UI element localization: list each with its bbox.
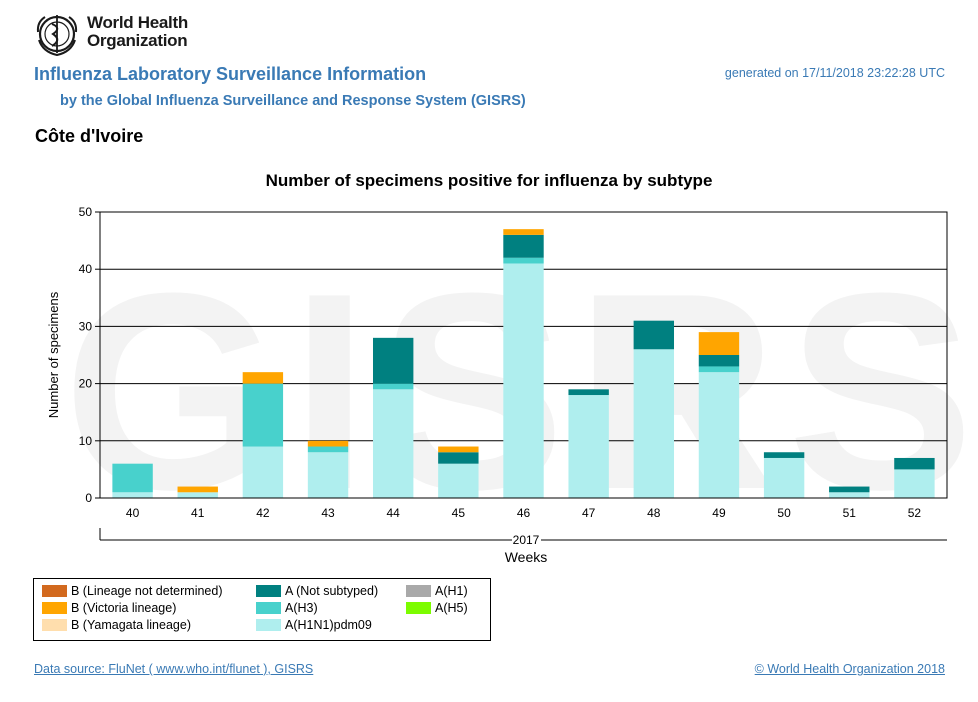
legend-swatch [42, 619, 67, 631]
chart-legend: B (Lineage not determined) B (Victoria l… [33, 578, 491, 641]
bar-segment [829, 492, 870, 498]
legend-item-a-h3: A(H3) [256, 601, 318, 615]
x-tick-label: 45 [452, 506, 466, 520]
legend-item-a-h1: A(H1) [406, 584, 468, 598]
legend-label: B (Lineage not determined) [71, 584, 223, 598]
x-tick-label: 48 [647, 506, 661, 520]
bar-segment [633, 349, 675, 498]
bar-segment [568, 395, 609, 498]
legend-item-a-h1n1pdm09: A(H1N1)pdm09 [256, 618, 372, 632]
bar-segment [894, 469, 935, 498]
y-tick-label: 40 [79, 262, 93, 276]
x-tick-label: 51 [843, 506, 857, 520]
data-source-link[interactable]: Data source: FluNet ( www.who.int/flunet… [34, 662, 314, 676]
legend-swatch [406, 602, 431, 614]
legend-label: A(H3) [285, 601, 318, 615]
legend-swatch [406, 585, 431, 597]
legend-item-a-h5: A(H5) [406, 601, 468, 615]
page-subtitle: by the Global Influenza Surveillance and… [60, 93, 526, 109]
legend-swatch [42, 585, 67, 597]
x-tick-label: 43 [321, 506, 335, 520]
page-title: Influenza Laboratory Surveillance Inform… [34, 64, 427, 84]
x-tick-label: 44 [387, 506, 401, 520]
x-tick-label: 50 [777, 506, 791, 520]
x-tick-label: 42 [256, 506, 270, 520]
bar-segment [372, 383, 414, 390]
bar-segment [307, 452, 349, 498]
legend-swatch [256, 602, 281, 614]
bar-segment [503, 234, 544, 258]
legend-swatch [42, 602, 67, 614]
bar-segment [503, 257, 544, 264]
bar-segment [242, 383, 284, 447]
generated-timestamp: generated on 17/11/2018 23:22:28 UTC [724, 66, 945, 80]
bar-segment [177, 486, 218, 493]
copyright-link[interactable]: © World Health Organization 2018 [754, 662, 945, 676]
legend-label: A (Not subtyped) [285, 584, 379, 598]
bar-segment [503, 263, 544, 498]
org-name: World Health Organization [87, 14, 188, 50]
bar-segment [763, 457, 805, 498]
legend-item-b-victoria: B (Victoria lineage) [42, 601, 176, 615]
bar-segment [372, 337, 414, 384]
bar-segment [307, 440, 349, 447]
org-name-line2: Organization [87, 31, 188, 50]
bar-segment [698, 366, 740, 373]
bar-segment [242, 372, 284, 384]
x-tick-label: 47 [582, 506, 596, 520]
legend-label: A(H1N1)pdm09 [285, 618, 372, 632]
x-tick-label: 49 [712, 506, 726, 520]
bar-segment [112, 492, 153, 498]
bar-segment [894, 457, 935, 470]
bar-segment [763, 452, 805, 458]
plot-border [99, 211, 948, 499]
legend-label: B (Victoria lineage) [71, 601, 177, 615]
org-name-line1: World Health [87, 13, 188, 32]
legend-label: A(H1) [435, 584, 468, 598]
legend-label: B (Yamagata lineage) [71, 618, 191, 632]
bar-segment [242, 446, 284, 498]
who-logo: World Health Organization [33, 10, 193, 58]
bar-segment [438, 446, 479, 453]
bar-segment [698, 372, 740, 498]
y-tick-label: 50 [79, 205, 93, 219]
bar-segment [633, 320, 675, 350]
legend-swatch [256, 585, 281, 597]
x-tick-label: 40 [126, 506, 140, 520]
bar-segment [829, 486, 870, 493]
bar-segment [112, 463, 153, 493]
x-tick-label: 52 [908, 506, 922, 520]
bar-segment [307, 446, 349, 453]
legend-item-b-yamagata: B (Yamagata lineage) [42, 618, 191, 632]
country-name: Côte d'Ivoire [35, 126, 144, 146]
x-group-label: 2017 [513, 533, 540, 547]
x-axis-label: Weeks [505, 549, 548, 565]
bar-segment [438, 463, 479, 498]
bar-segment [372, 389, 414, 498]
legend-label: A(H5) [435, 601, 468, 615]
x-tick-label: 46 [517, 506, 531, 520]
chart-title: Number of specimens positive for influen… [265, 171, 713, 190]
y-tick-label: 0 [85, 491, 92, 505]
bar-segment [698, 332, 740, 355]
y-tick-label: 30 [79, 319, 93, 333]
y-tick-label: 10 [79, 434, 93, 448]
bar-segment [438, 452, 479, 464]
bar-segment [698, 355, 740, 367]
y-axis-label: Number of specimens [46, 291, 61, 418]
bar-segment [503, 229, 544, 235]
legend-item-a-not-subtyped: A (Not subtyped) [256, 584, 378, 598]
bar-segment [177, 492, 218, 498]
legend-item-b-lineage-not-determined: B (Lineage not determined) [42, 584, 222, 598]
x-tick-label: 41 [191, 506, 205, 520]
y-tick-label: 20 [79, 377, 93, 391]
legend-swatch [256, 619, 281, 631]
bar-segment [568, 389, 609, 396]
who-emblem-icon [36, 15, 78, 57]
